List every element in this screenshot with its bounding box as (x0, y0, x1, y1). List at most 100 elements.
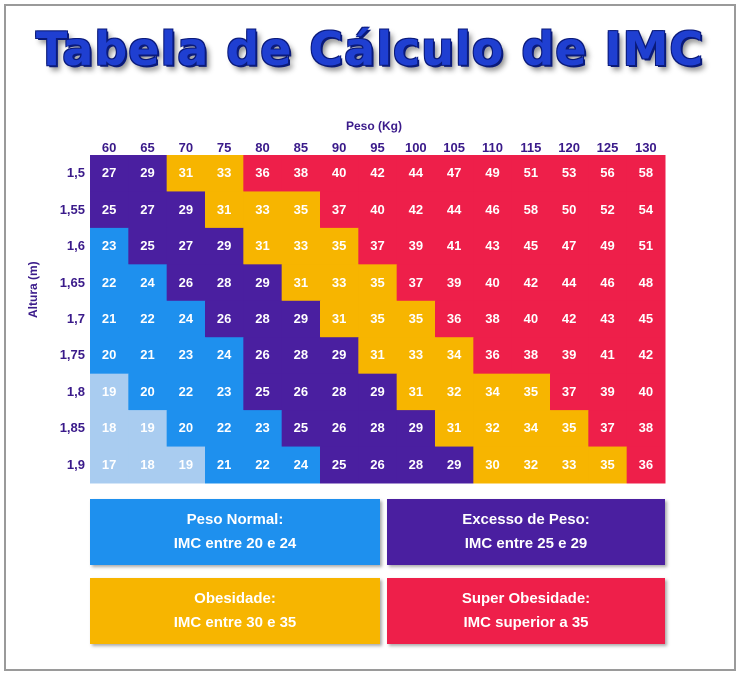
grid-cell-bg (90, 227, 129, 265)
grid-cell-bg (90, 410, 129, 448)
grid-cell-bg (166, 373, 206, 411)
cell-value: 35 (561, 420, 577, 436)
grid-cell-bg (358, 227, 398, 265)
grid-cell-bg (626, 227, 666, 265)
grid-cell-bg (281, 155, 321, 192)
cell-value: 20 (101, 347, 117, 363)
grid-cell-bg (166, 227, 206, 265)
cell-value: 38 (293, 165, 309, 181)
cell-value: 20 (140, 383, 155, 399)
cell-value: 29 (293, 311, 309, 326)
y-tick-label: 1,65 (59, 274, 85, 290)
cell-value: 36 (255, 165, 270, 181)
grid-cell-bg (128, 446, 168, 484)
legend-normal: Peso Normal: IMC entre 20 e 24 (90, 499, 380, 565)
cell-value: 23 (101, 238, 117, 254)
cell-value: 23 (255, 420, 270, 436)
cell-value: 31 (370, 347, 385, 363)
grid-cell-bg (396, 337, 436, 375)
cell-value: 58 (638, 165, 654, 181)
cell-value: 33 (561, 456, 577, 472)
cell-value: 49 (600, 238, 615, 254)
y-tick-label: 1,55 (59, 201, 85, 217)
grid-cell-bg (166, 191, 206, 229)
cell-value: 44 (408, 165, 424, 181)
grid-cell-bg (128, 300, 168, 338)
cell-value: 31 (255, 238, 270, 254)
grid-cell-bg (320, 155, 359, 192)
grid-cell-bg (626, 337, 666, 375)
cell-value: 44 (446, 201, 462, 217)
legend-obesidade-range: IMC entre 30 e 35 (173, 614, 297, 631)
x-tick-label: 65 (140, 140, 155, 155)
cell-value: 40 (331, 165, 347, 181)
grid-cell-bg (588, 227, 628, 265)
cell-value: 42 (638, 347, 654, 363)
cell-value: 26 (293, 383, 309, 399)
y-tick-label: 1,85 (59, 420, 85, 436)
grid-cell-bg (358, 300, 398, 338)
cell-value: 39 (408, 238, 424, 254)
x-tick-label: 90 (331, 140, 347, 155)
grid-cell-bg (128, 227, 168, 265)
cell-value: 37 (331, 201, 347, 217)
grid-cell-bg (511, 446, 551, 484)
cell-value: 28 (408, 456, 424, 472)
grid-cell-bg (511, 300, 551, 338)
cell-value: 40 (485, 274, 500, 290)
cell-value: 33 (408, 347, 424, 363)
cell-value: 38 (638, 420, 654, 436)
grid-cell-bg (511, 155, 551, 192)
cell-value: 52 (600, 201, 615, 217)
grid-cell-bg (128, 155, 168, 192)
cell-value: 26 (255, 347, 270, 363)
cell-value: 33 (293, 238, 309, 254)
chart-title: Tabela de Cálculo de IMC (35, 22, 705, 76)
y-tick-label: 1,5 (66, 165, 85, 181)
grid-cell-bg (128, 373, 168, 411)
cell-value: 31 (216, 201, 232, 217)
grid-cell-bg (396, 410, 436, 448)
grid-cell-bg (588, 300, 628, 338)
grid-cell-bg (205, 373, 244, 411)
cell-value: 46 (485, 201, 500, 217)
cell-value: 34 (523, 420, 539, 436)
cell-value: 21 (216, 456, 232, 472)
grid-cell-bg (205, 300, 244, 338)
legend-super-range: IMC superior a 35 (463, 614, 589, 631)
x-tick-label: 120 (558, 140, 580, 155)
cell-value: 35 (408, 311, 424, 326)
grid-cell-bg (281, 337, 321, 375)
grid-cell-bg (205, 446, 244, 484)
cell-value: 22 (255, 456, 270, 472)
grid-cell-bg (473, 410, 513, 448)
cell-value: 29 (255, 274, 270, 290)
x-tick-label: 125 (596, 140, 619, 155)
grid-cell-bg (550, 373, 589, 411)
cell-value: 44 (561, 274, 577, 290)
cell-value: 36 (638, 456, 654, 472)
cell-value: 21 (101, 311, 117, 326)
x-tick-label: 70 (178, 140, 194, 155)
grid-cell-bg (396, 264, 436, 302)
cell-value: 29 (446, 456, 462, 472)
grid-cell-bg (281, 446, 321, 484)
cell-value: 34 (485, 383, 500, 399)
grid-cell-bg (90, 191, 129, 229)
grid-cell-bg (550, 337, 589, 375)
cell-value: 35 (370, 274, 385, 290)
y-tick-label: 1,75 (59, 347, 85, 363)
grid-cell-bg (626, 191, 666, 229)
cell-value: 42 (561, 311, 577, 326)
grid-cell-bg (550, 446, 589, 484)
grid-cell-bg (166, 155, 206, 192)
legend-super: Super Obesidade: IMC superior a 35 (387, 578, 665, 644)
cell-value: 56 (600, 165, 615, 181)
grid-cell-bg (205, 227, 244, 265)
cell-value: 45 (523, 238, 539, 254)
grid-cell-bg (473, 191, 513, 229)
grid-cell-bg (320, 264, 359, 302)
y-tick-label: 1,7 (66, 311, 85, 326)
legend-excesso: Excesso de Peso: IMC entre 25 e 29 (387, 499, 665, 565)
